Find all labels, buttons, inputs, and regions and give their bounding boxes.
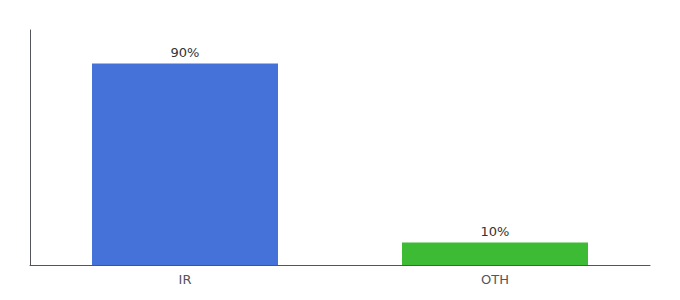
svg-text:OTH: OTH — [481, 272, 509, 287]
svg-text:10%: 10% — [481, 224, 510, 239]
svg-text:90%: 90% — [171, 45, 200, 60]
svg-text:IR: IR — [179, 272, 192, 287]
